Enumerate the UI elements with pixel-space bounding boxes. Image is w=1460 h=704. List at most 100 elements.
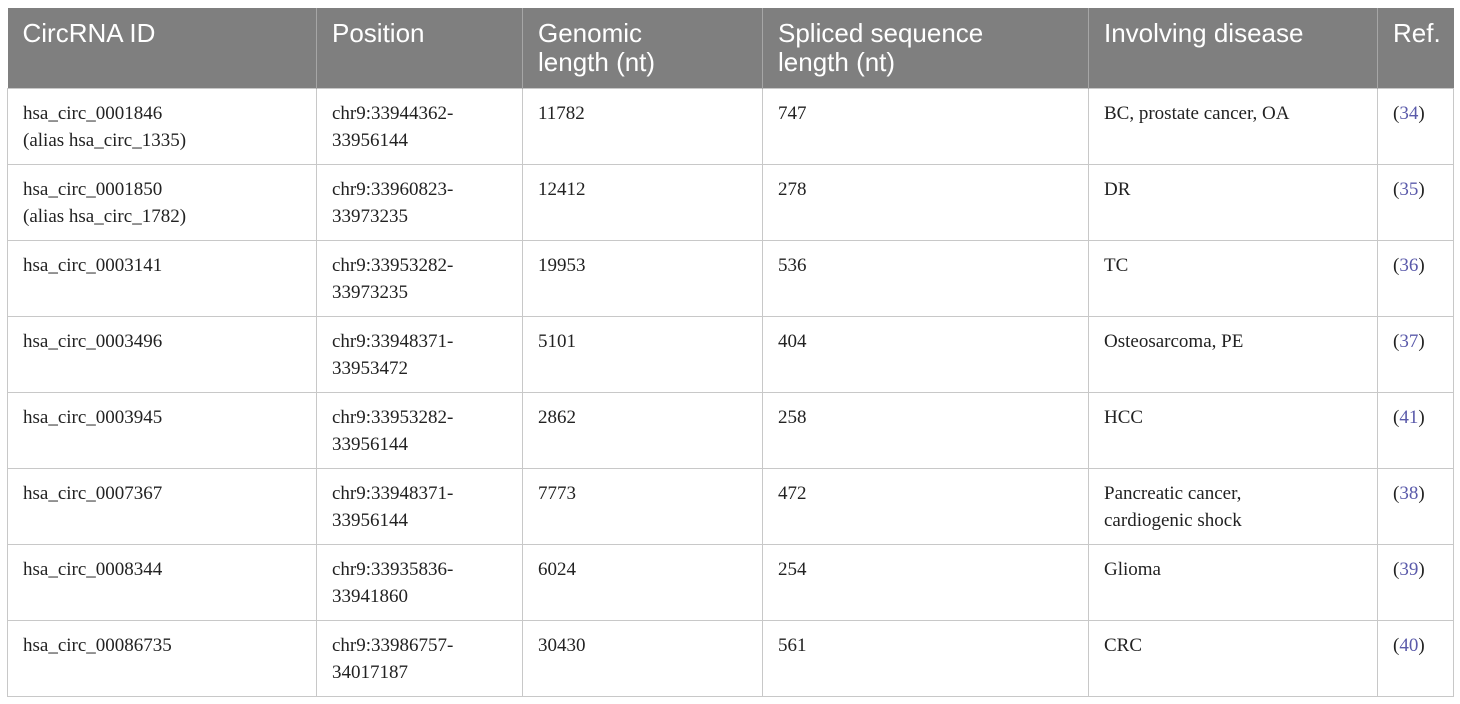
genomic-length-cell: 30430 (522, 619, 763, 697)
position-cell: chr9:33953282- 33956144 (316, 391, 523, 469)
position-cell: chr9:33944362- 33956144 (316, 87, 523, 165)
ref-open-paren: ( (1393, 634, 1400, 656)
involving-disease-cell-line: TC (1104, 254, 1129, 276)
position-cell-line: chr9:33986757- (332, 634, 454, 656)
circrna-id-cell-line: hsa_circ_0003496 (23, 330, 163, 352)
circrna-id-cell: hsa_circ_0003141 (7, 239, 317, 317)
position-cell-line: chr9:33948371- (332, 330, 454, 352)
genomic-length-cell: 7773 (522, 467, 763, 545)
ref-link[interactable]: 35 (1399, 178, 1419, 200)
circrna-id-cell-line: (alias hsa_circ_1335) (23, 129, 187, 151)
involving-disease-cell-line: Pancreatic cancer, (1104, 482, 1242, 504)
ref-open-paren: ( (1393, 406, 1400, 428)
table-row: hsa_circ_0001846 (alias hsa_circ_1335) chr… (7, 87, 1454, 165)
header-label-line: Genomic (538, 18, 643, 48)
table-row: hsa_circ_0007367 chr9:33948371- 33956144 77… (7, 467, 1454, 545)
circrna-id-cell: hsa_circ_0003496 (7, 315, 317, 393)
table-body: hsa_circ_0001846 (alias hsa_circ_1335) chr… (7, 87, 1454, 697)
spliced-length-cell: 254 (762, 543, 1089, 621)
ref-cell: (41) (1377, 391, 1454, 469)
spliced-length-cell: 258 (762, 391, 1089, 469)
involving-disease-cell: Glioma (1088, 543, 1378, 621)
involving-disease-cell: HCC (1088, 391, 1378, 469)
header-label-line: length (nt) (778, 47, 896, 77)
ref-cell: (37) (1377, 315, 1454, 393)
header-row: CircRNA ID Position Genomic length (nt) Spli… (7, 8, 1454, 88)
spliced-length-cell: 747 (762, 87, 1089, 165)
header-label-line: Involving disease (1104, 18, 1304, 48)
ref-close-paren: ) (1418, 254, 1425, 276)
ref-open-paren: ( (1393, 558, 1400, 580)
ref-cell: (38) (1377, 467, 1454, 545)
ref-cell: (35) (1377, 163, 1454, 241)
ref-close-paren: ) (1418, 558, 1425, 580)
ref-close-paren: ) (1418, 178, 1425, 200)
circrna-id-cell-line: (alias hsa_circ_1782) (23, 205, 187, 227)
circrna-id-cell: hsa_circ_00086735 (7, 619, 317, 697)
position-cell-line: chr9:33935836- (332, 558, 454, 580)
circrna-id-cell-line: hsa_circ_0001846 (23, 102, 163, 124)
table-row: hsa_circ_0003945 chr9:33953282- 33956144 28… (7, 391, 1454, 469)
ref-close-paren: ) (1418, 102, 1425, 124)
involving-disease-cell-line: DR (1104, 178, 1131, 200)
ref-link[interactable]: 40 (1399, 634, 1419, 656)
ref-open-paren: ( (1393, 178, 1400, 200)
involving-disease-cell: TC (1088, 239, 1378, 317)
circrna-id-cell: hsa_circ_0008344 (7, 543, 317, 621)
involving-disease-cell-line: Osteosarcoma, PE (1104, 330, 1244, 352)
ref-close-paren: ) (1418, 406, 1425, 428)
ref-cell: (36) (1377, 239, 1454, 317)
circrna-id-cell: hsa_circ_0003945 (7, 391, 317, 469)
spliced-length-cell: 278 (762, 163, 1089, 241)
ref-open-paren: ( (1393, 330, 1400, 352)
spliced-length-cell: 472 (762, 467, 1089, 545)
spliced-length-cell: 536 (762, 239, 1089, 317)
ref-close-paren: ) (1418, 482, 1425, 504)
ref-link[interactable]: 39 (1399, 558, 1419, 580)
table-row: hsa_circ_00086735 chr9:33986757- 34017187 3… (7, 619, 1454, 697)
involving-disease-cell: DR (1088, 163, 1378, 241)
ref-cell: (34) (1377, 87, 1454, 165)
ref-link[interactable]: 37 (1399, 330, 1419, 352)
involving-disease-cell: BC, prostate cancer, OA (1088, 87, 1378, 165)
header-label-line: Ref. (1393, 18, 1441, 48)
position-cell: chr9:33986757- 34017187 (316, 619, 523, 697)
ref-link[interactable]: 36 (1399, 254, 1419, 276)
position-cell: chr9:33948371- 33956144 (316, 467, 523, 545)
circrna-id-cell: hsa_circ_0001846 (alias hsa_circ_1335) (7, 87, 317, 165)
circrna-id-cell-line: hsa_circ_0001850 (23, 178, 163, 200)
ref-cell: (39) (1377, 543, 1454, 621)
position-cell: chr9:33935836- 33941860 (316, 543, 523, 621)
circrna-id-cell: hsa_circ_0001850 (alias hsa_circ_1782) (7, 163, 317, 241)
genomic-length-cell: 5101 (522, 315, 763, 393)
spliced-length-cell: 404 (762, 315, 1089, 393)
header-label-line: length (nt) (538, 47, 656, 77)
header-ref: Ref. (1377, 8, 1454, 88)
position-cell-line: 33941860 (332, 585, 408, 607)
ref-link[interactable]: 34 (1399, 102, 1419, 124)
table-row: hsa_circ_0003141 chr9:33953282- 33973235 19… (7, 239, 1454, 317)
involving-disease-cell-line: BC, prostate cancer, OA (1104, 102, 1290, 124)
position-cell-line: chr9:33944362- (332, 102, 454, 124)
position-cell-line: chr9:33960823- (332, 178, 454, 200)
circrna-id-cell-line: hsa_circ_0003945 (23, 406, 163, 428)
involving-disease-cell-line: HCC (1104, 406, 1144, 428)
table-row: hsa_circ_0008344 chr9:33935836- 33941860 60… (7, 543, 1454, 621)
genomic-length-cell: 2862 (522, 391, 763, 469)
position-cell-line: chr9:33948371- (332, 482, 454, 504)
position-cell-line: chr9:33953282- (332, 406, 454, 428)
circrna-id-cell-line: hsa_circ_00086735 (23, 634, 172, 656)
position-cell: chr9:33953282- 33973235 (316, 239, 523, 317)
ref-cell: (40) (1377, 619, 1454, 697)
ref-link[interactable]: 41 (1399, 406, 1419, 428)
involving-disease-cell: Pancreatic cancer, cardiogenic shock (1088, 467, 1378, 545)
ref-link[interactable]: 38 (1399, 482, 1419, 504)
position-cell-line: 33956144 (332, 433, 408, 455)
header-genomic-length: Genomic length (nt) (522, 8, 763, 88)
position-cell-line: 33956144 (332, 509, 408, 531)
position-cell-line: 33973235 (332, 205, 408, 227)
position-cell-line: 34017187 (332, 661, 408, 683)
header-label-line: Spliced sequence (778, 18, 984, 48)
circrna-id-cell-line: hsa_circ_0003141 (23, 254, 163, 276)
header-involving-disease: Involving disease (1088, 8, 1378, 88)
